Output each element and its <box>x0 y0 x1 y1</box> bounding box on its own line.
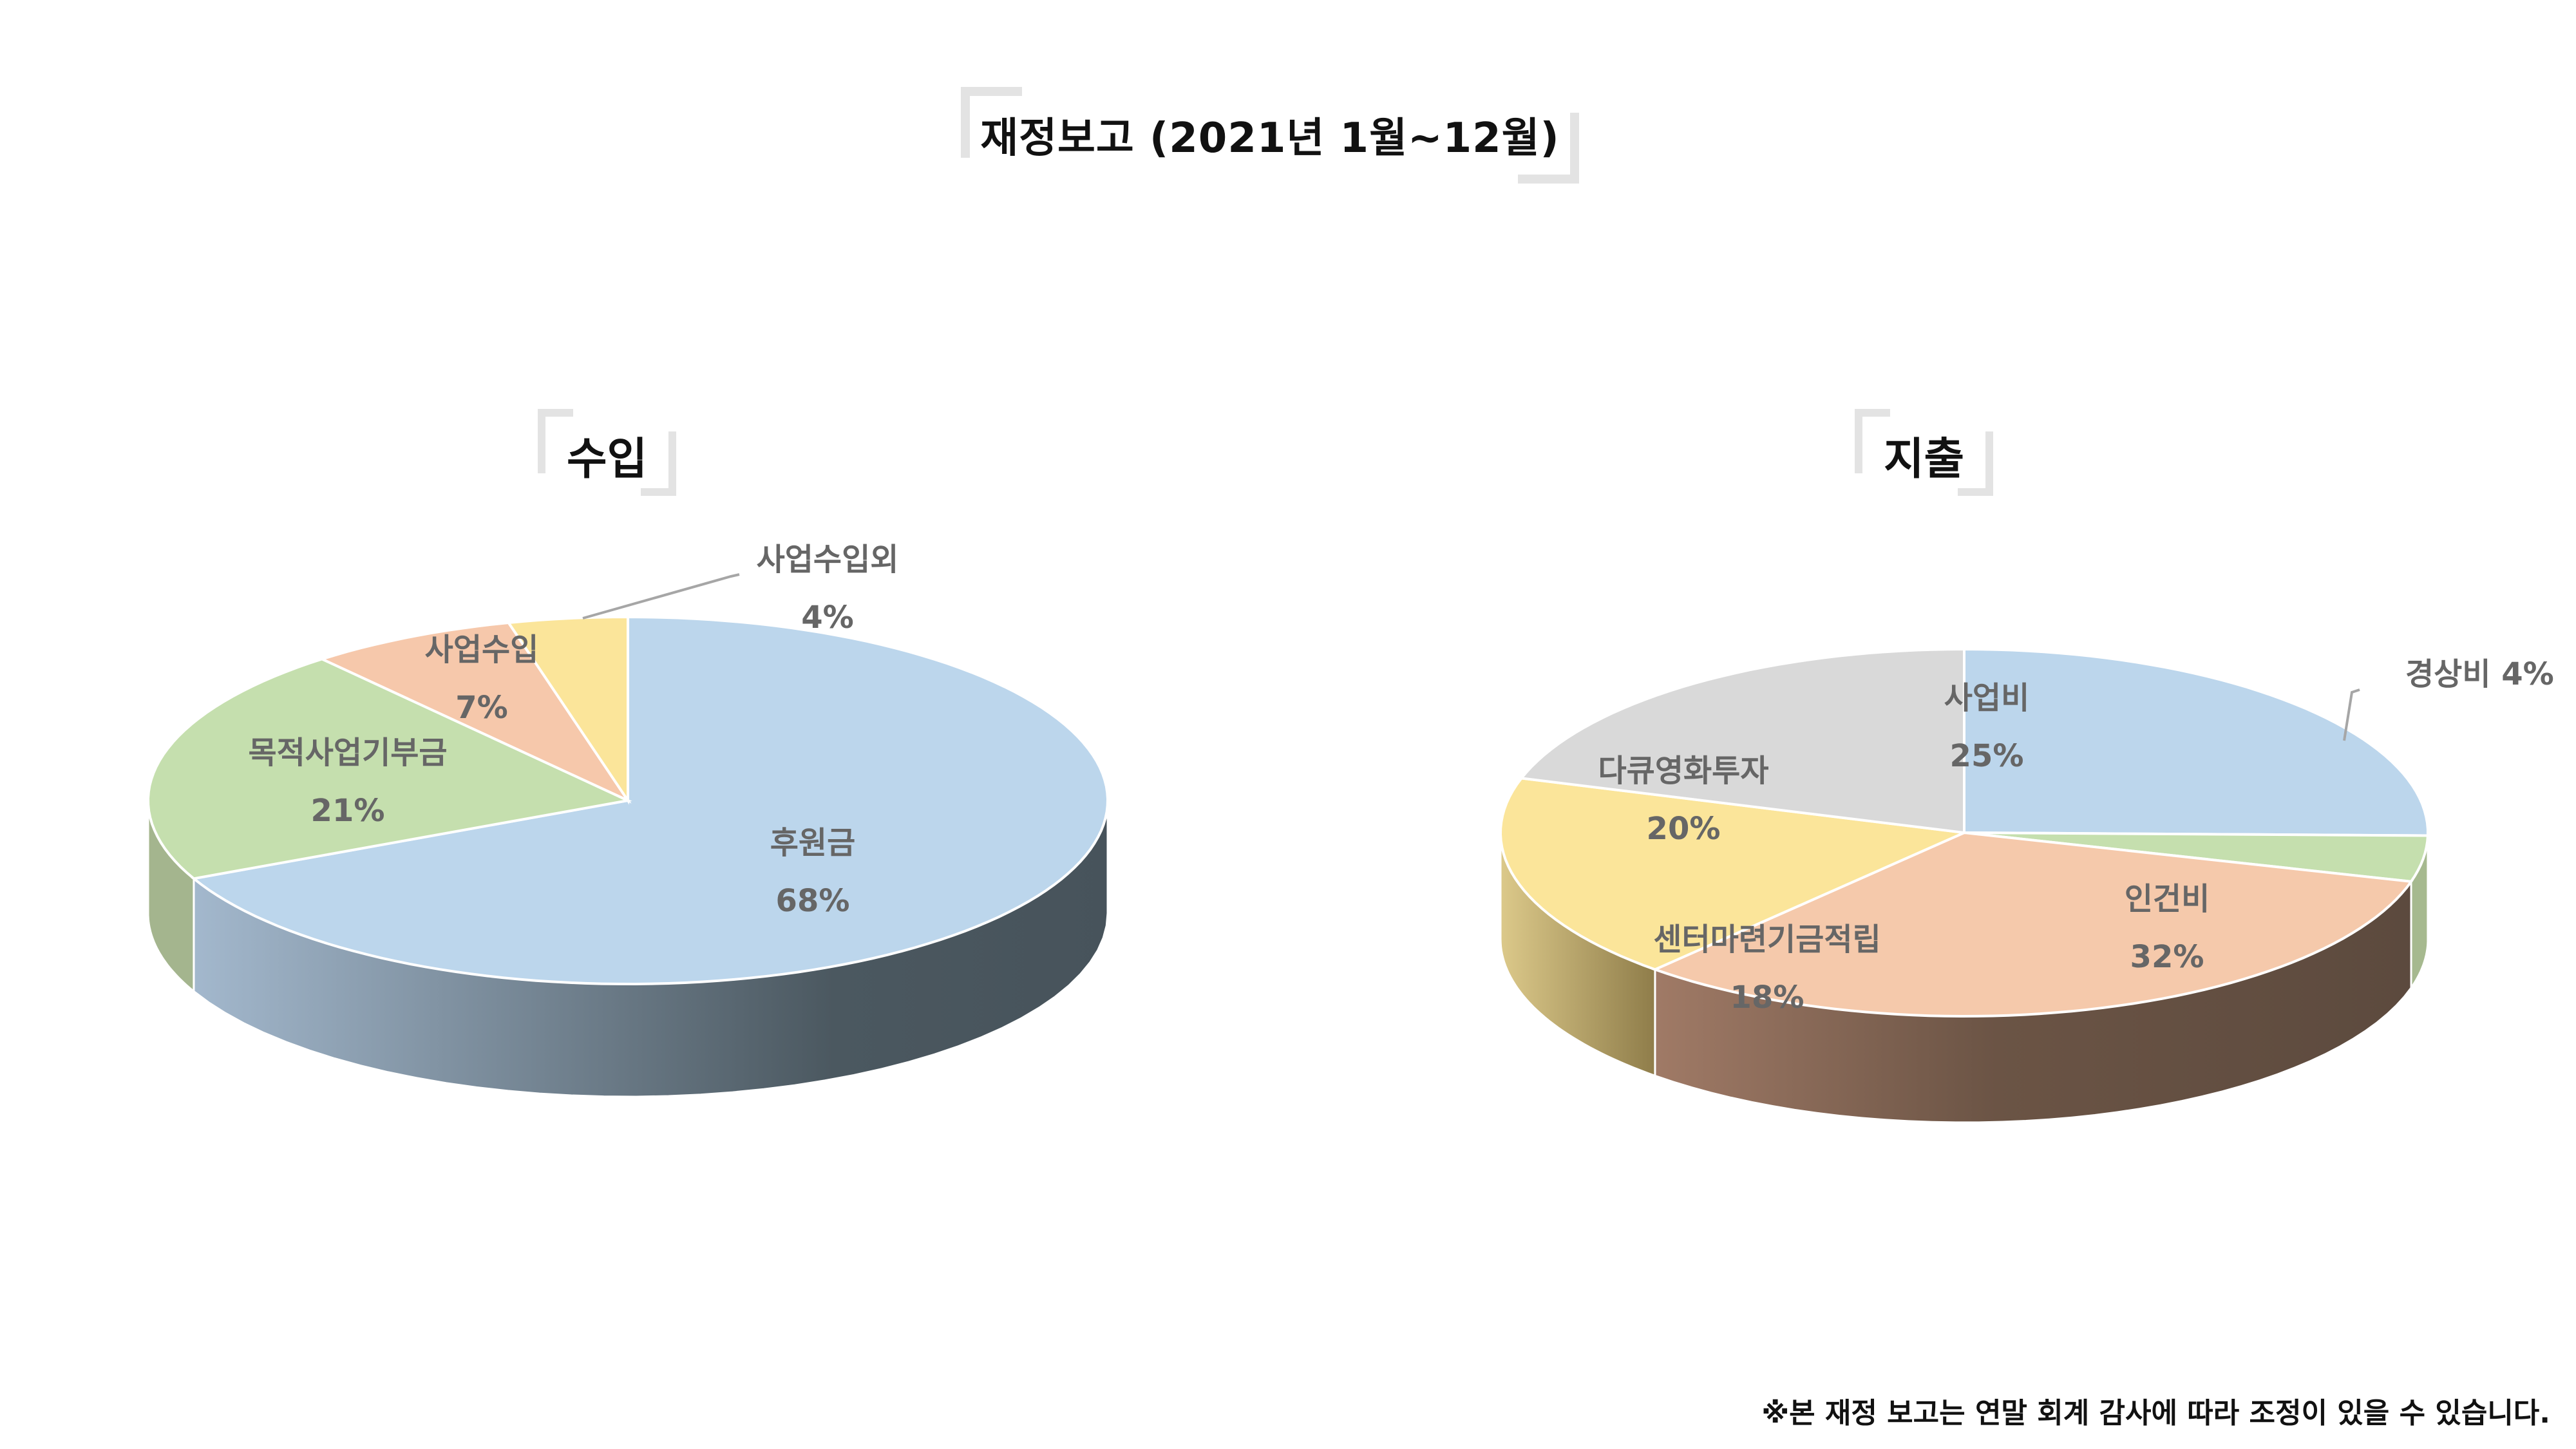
pie-labels: 사업비 25% 경상비 4% 인건비 32% 센터마련기금적립 18% 다큐영화투자 20% <box>1598 656 2554 1016</box>
pie-slice-1 <box>146 658 632 880</box>
slice-label-3: 사업수입외 <box>757 542 899 578</box>
slice-percent-2: 7% <box>455 690 508 726</box>
slice-label-1: 경상비 4% <box>2405 656 2554 692</box>
report-title: 재정보고 (2021년 1월~12월) <box>980 115 1560 162</box>
income-title-frame: 수입 <box>538 409 676 496</box>
leader-line-1 <box>2343 688 2360 741</box>
slice-percent-1: 21% <box>311 793 385 829</box>
slice-percent-2: 32% <box>2130 939 2204 975</box>
slice-label-2: 사업수입 <box>425 632 539 668</box>
slice-label-3: 센터마련기금적립 <box>1653 922 1880 958</box>
pie-labels: 후원금 68% 목적사업기부금 21% 사업수입 7% 사업수입외 4% <box>248 542 898 919</box>
pie-slice-0 <box>1963 647 2429 837</box>
pie-slice-4 <box>1519 647 1965 835</box>
pie-slice-0 <box>191 615 1110 986</box>
slice-label-2: 인건비 <box>2125 881 2210 917</box>
leader-line-3 <box>582 573 740 620</box>
income-pie: 후원금 68% 목적사업기부금 21% 사업수입 7% 사업수입외 4% <box>146 542 1110 1098</box>
expense-pie: 사업비 25% 경상비 4% 인건비 32% 센터마련기금적립 18% 다큐영화투자 20% <box>1499 647 2554 1124</box>
pie-top <box>146 615 1110 986</box>
slice-label-0: 후원금 <box>770 825 855 861</box>
expense-bracket-top-left <box>1855 409 1890 473</box>
pie-slice-3 <box>1499 777 1969 971</box>
title-bracket-bottom-right <box>1518 113 1579 184</box>
footnote: ※본 재정 보고는 연말 회계 감사에 따라 조정이 있을 수 있습니다. <box>1761 1397 2550 1430</box>
title-bracket-top-left <box>961 87 1022 158</box>
expense-bracket-bottom-right <box>1958 431 1993 496</box>
pie-slice-3 <box>506 615 629 805</box>
pie-slice-2 <box>1651 831 2414 1018</box>
report-title-frame: 재정보고 (2021년 1월~12월) <box>961 87 1579 184</box>
expense-chart-title: 지출 <box>1883 434 1965 485</box>
income-bracket-bottom-right <box>641 431 676 496</box>
slice-percent-3: 18% <box>1730 980 1804 1016</box>
pie-top <box>1499 647 2430 1018</box>
slice-label-1: 목적사업기부금 <box>248 735 447 771</box>
slice-percent-4: 20% <box>1647 811 1721 847</box>
expense-title-frame: 지출 <box>1855 409 1993 496</box>
slice-percent-0: 68% <box>776 883 850 919</box>
income-chart-title: 수입 <box>566 434 648 485</box>
slice-percent-0: 25% <box>1950 738 2024 774</box>
slice-label-4: 다큐영화투자 <box>1598 753 1769 789</box>
slice-label-0: 사업비 <box>1944 680 2029 716</box>
slice-percent-3: 4% <box>801 600 854 636</box>
pie-slice-2 <box>318 621 632 804</box>
income-bracket-top-left <box>538 409 573 473</box>
